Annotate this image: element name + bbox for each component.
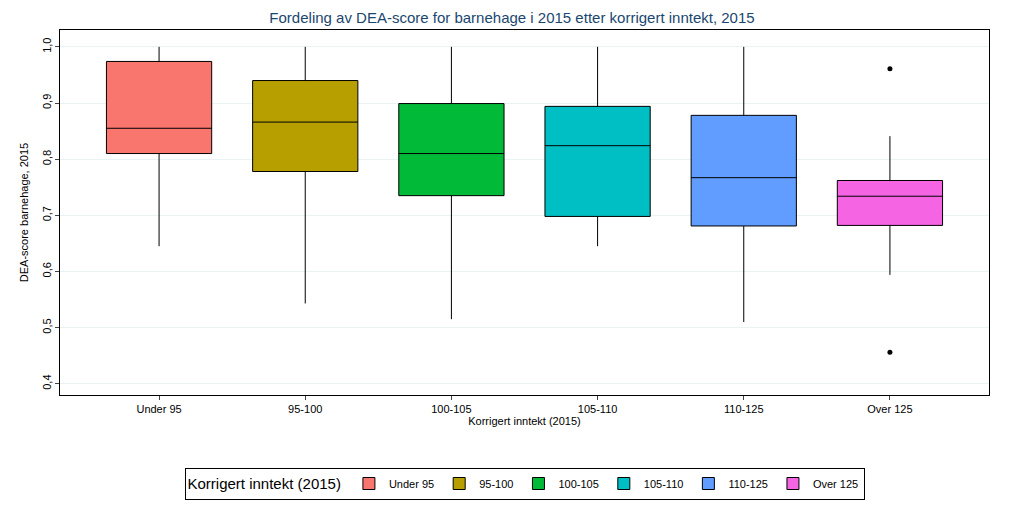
svg-text:Under 95: Under 95 — [136, 403, 181, 415]
svg-text:Over 125: Over 125 — [867, 403, 912, 415]
svg-text:0,7: 0,7 — [41, 206, 53, 221]
svg-text:0,5: 0,5 — [41, 318, 53, 333]
svg-text:Korrigert inntekt (2015): Korrigert inntekt (2015) — [468, 415, 581, 427]
svg-text:Under 95: Under 95 — [389, 478, 434, 490]
svg-text:DEA-score barnehage, 2015: DEA-score barnehage, 2015 — [18, 143, 30, 282]
svg-text:105-110: 105-110 — [578, 403, 618, 415]
svg-text:110-125: 110-125 — [724, 403, 764, 415]
svg-text:0,4: 0,4 — [41, 374, 53, 389]
svg-text:0,9: 0,9 — [41, 94, 53, 109]
svg-text:110-125: 110-125 — [728, 478, 768, 490]
svg-text:0,8: 0,8 — [41, 150, 53, 165]
svg-text:100-105: 100-105 — [431, 403, 471, 415]
svg-text:95-100: 95-100 — [479, 478, 513, 490]
svg-text:Fordeling av DEA-score for bar: Fordeling av DEA-score for barnehage i 2… — [269, 9, 754, 26]
svg-text:105-110: 105-110 — [644, 478, 684, 490]
svg-text:Over 125: Over 125 — [813, 478, 858, 490]
svg-text:95-100: 95-100 — [288, 403, 322, 415]
svg-text:100-105: 100-105 — [558, 478, 598, 490]
svg-text:0,6: 0,6 — [41, 262, 53, 277]
svg-text:1,0: 1,0 — [41, 38, 53, 53]
svg-text:Korrigert inntekt (2015): Korrigert inntekt (2015) — [188, 475, 341, 492]
